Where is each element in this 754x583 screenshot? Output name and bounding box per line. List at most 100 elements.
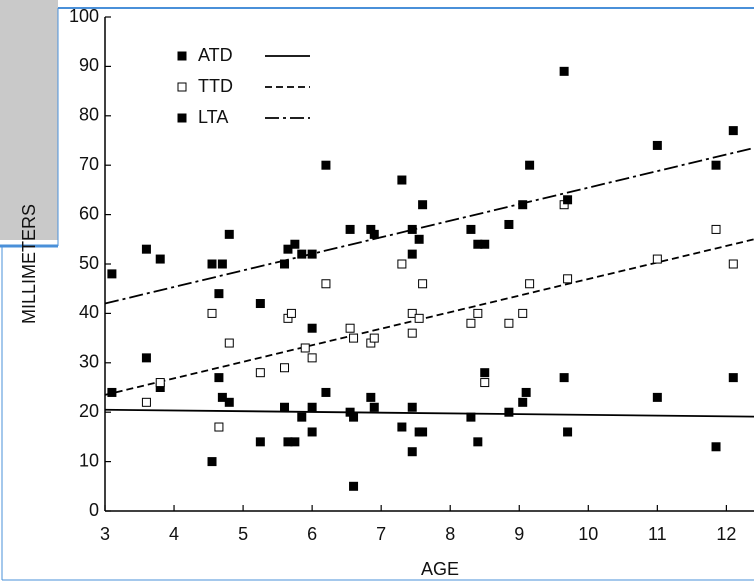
data-point [224,338,234,348]
data-point [563,274,573,284]
data-point [397,175,407,185]
y-tick-label: 70 [79,154,99,174]
data-point [480,239,490,249]
data-point [366,392,376,402]
data-point [321,160,331,170]
data-point [369,402,379,412]
data-point [290,437,300,447]
data-point [307,353,317,363]
data-point [286,308,296,318]
x-tick-label: 9 [514,524,524,544]
data-point [711,224,721,234]
data-point [345,323,355,333]
data-point [407,447,417,457]
data-point [504,219,514,229]
data-point [397,422,407,432]
y-tick-label: 10 [79,450,99,470]
trend-line [104,408,754,418]
legend-label: ATD [198,45,233,65]
data-point [407,328,417,338]
data-point [369,333,379,343]
data-point [107,269,117,279]
data-point [280,363,290,373]
data-point [307,427,317,437]
data-point [321,279,331,289]
x-tick-label: 6 [307,524,317,544]
data-point [280,259,290,269]
data-point [559,373,569,383]
y-tick-label: 50 [79,253,99,273]
data-point [217,259,227,269]
data-point [155,378,165,388]
data-point [155,254,165,264]
y-tick-label: 80 [79,105,99,125]
data-point [255,437,265,447]
data-point [224,397,234,407]
data-point [207,457,217,467]
y-tick-label: 90 [79,55,99,75]
data-point [349,481,359,491]
data-point [525,279,535,289]
data-point [407,402,417,412]
x-tick-label: 12 [716,524,736,544]
data-point [345,224,355,234]
data-point [728,259,738,269]
data-point [652,254,662,264]
data-point [255,299,265,309]
data-point [518,397,528,407]
data-point [504,407,514,417]
x-axis-label: AGE [421,559,459,579]
data-point [525,160,535,170]
data-point [349,412,359,422]
legend-label: TTD [198,76,233,96]
data-point [300,343,310,353]
data-point [407,224,417,234]
trend-line [104,238,754,396]
data-point [563,195,573,205]
data-point [214,422,224,432]
data-point [141,244,151,254]
data-point [559,66,569,76]
x-tick-label: 8 [445,524,455,544]
data-point [418,279,428,289]
data-point [480,368,490,378]
x-tick-label: 4 [169,524,179,544]
legend-marker [177,51,187,61]
data-point [466,412,476,422]
y-tick-label: 60 [79,203,99,223]
data-point [407,249,417,259]
data-point [711,442,721,452]
x-tick-label: 7 [376,524,386,544]
y-tick-label: 40 [79,302,99,322]
data-point [107,387,117,397]
data-point [224,229,234,239]
legend-marker [177,82,187,92]
data-point [280,402,290,412]
data-point [141,353,151,363]
data-point [290,239,300,249]
data-point [297,249,307,259]
data-point [504,318,514,328]
data-point [473,308,483,318]
data-point [563,427,573,437]
x-tick-label: 3 [100,524,110,544]
data-point [307,323,317,333]
data-point [521,387,531,397]
x-tick-label: 5 [238,524,248,544]
data-point [518,308,528,318]
data-point [321,387,331,397]
data-point [466,224,476,234]
data-point [473,437,483,447]
data-point [414,313,424,323]
data-point [214,289,224,299]
y-tick-label: 0 [89,500,99,520]
legend-label: LTA [198,107,228,127]
data-point [652,140,662,150]
data-point [349,333,359,343]
data-point [652,392,662,402]
x-tick-label: 10 [578,524,598,544]
data-point [207,259,217,269]
